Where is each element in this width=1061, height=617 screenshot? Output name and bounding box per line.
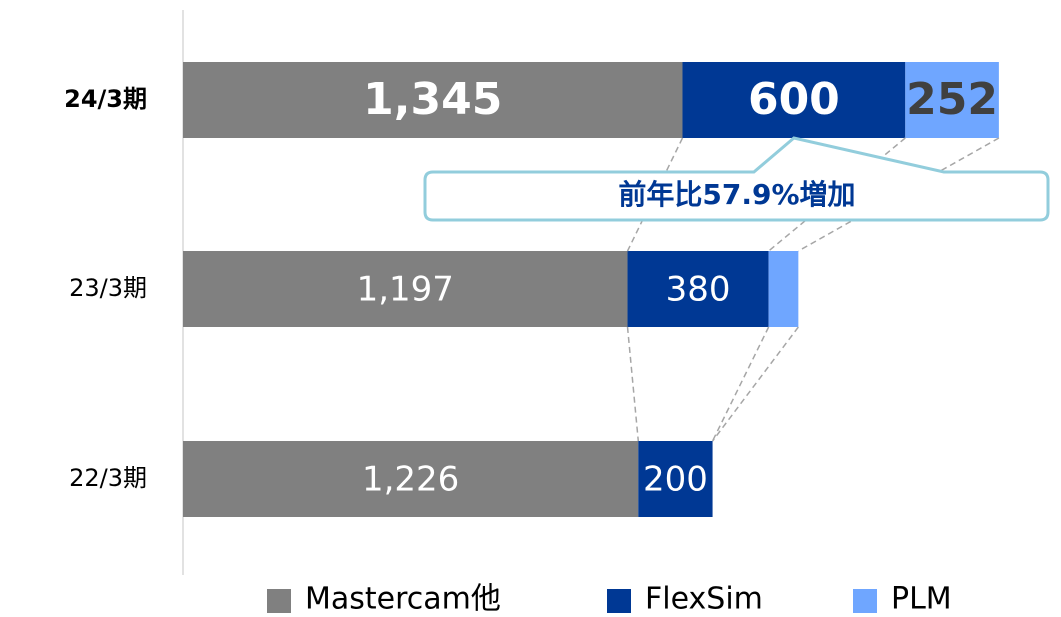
data-label: 252 bbox=[906, 74, 998, 125]
data-label: 600 bbox=[748, 74, 840, 125]
y-tick-label: 24/3期 bbox=[64, 85, 147, 113]
data-label: 1,226 bbox=[362, 460, 459, 500]
y-tick-label: 22/3期 bbox=[69, 464, 147, 492]
connector bbox=[626, 326, 640, 442]
legend-swatch bbox=[267, 589, 291, 613]
y-tick-label: 23/3期 bbox=[69, 274, 147, 302]
annotation: 前年比57.9%増加 bbox=[618, 178, 855, 211]
data-label: 1,345 bbox=[363, 74, 502, 125]
connector bbox=[711, 326, 799, 442]
bar-segment bbox=[183, 62, 683, 138]
bar-segment bbox=[627, 251, 769, 327]
bar-segment bbox=[905, 62, 999, 138]
data-label: 380 bbox=[666, 270, 731, 310]
callout bbox=[423, 136, 1050, 222]
data-label: 1,197 bbox=[357, 270, 454, 310]
bar-segment bbox=[682, 62, 906, 138]
legend-label: FlexSim bbox=[645, 582, 763, 617]
bar-segment bbox=[183, 251, 628, 327]
legend-label: PLM bbox=[891, 582, 952, 617]
bar-segment bbox=[768, 251, 799, 327]
bar-segment bbox=[638, 441, 713, 517]
connector bbox=[711, 326, 770, 442]
legend-swatch bbox=[607, 589, 631, 613]
bar-segment bbox=[183, 441, 639, 517]
legend-swatch bbox=[853, 589, 877, 613]
data-label: 200 bbox=[643, 460, 708, 500]
legend-label: Mastercam他 bbox=[305, 582, 501, 617]
